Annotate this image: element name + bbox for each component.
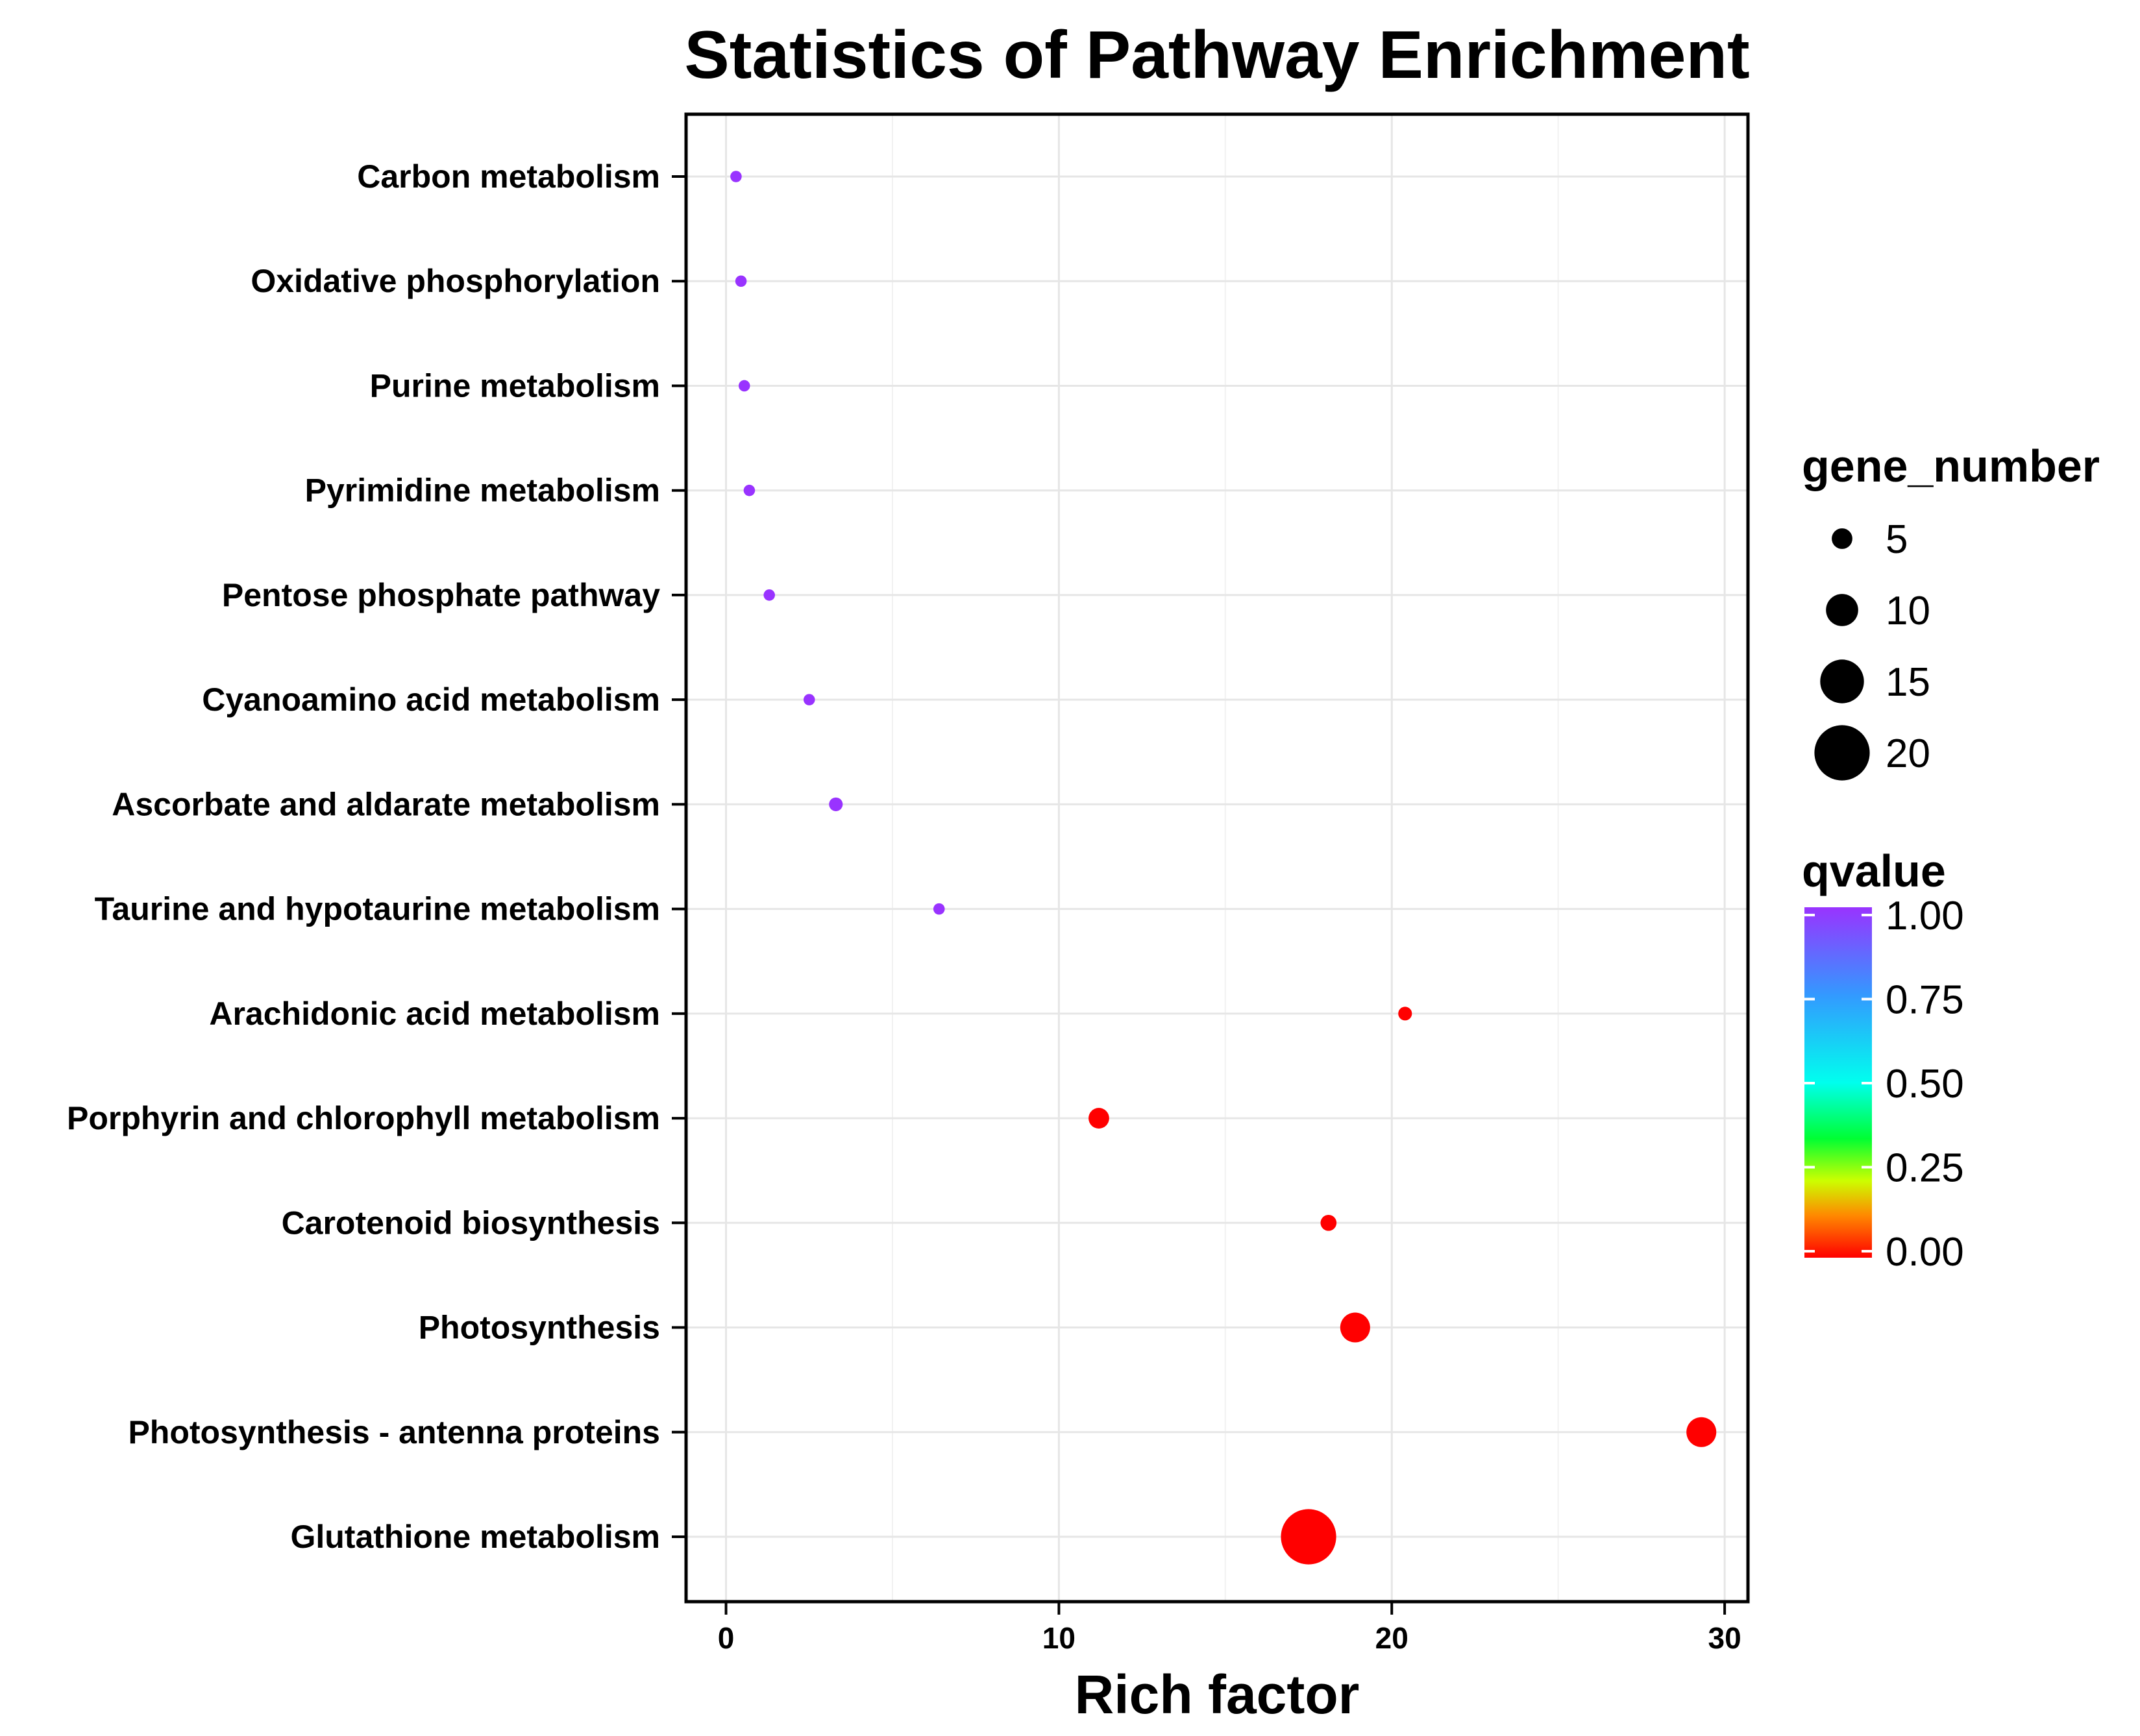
plot-panel (686, 114, 1748, 1602)
data-point (1088, 1108, 1109, 1129)
y-tick-label: Arachidonic acid metabolism (209, 996, 660, 1032)
size-legend-dot (1832, 528, 1852, 549)
data-point (763, 589, 775, 601)
y-tick-label: Purine metabolism (370, 367, 660, 404)
y-tick-label: Oxidative phosphorylation (251, 263, 660, 299)
chart-title: Statistics of Pathway Enrichment (684, 18, 1749, 93)
size-legend-dot (1826, 594, 1858, 626)
data-point (1320, 1214, 1337, 1231)
colorbar-label: 0.25 (1886, 1146, 1964, 1191)
y-tick-label: Photosynthesis - antenna proteins (128, 1414, 660, 1450)
data-point (829, 797, 843, 811)
data-point (735, 275, 747, 287)
data-point (1398, 1007, 1412, 1021)
x-axis: 0 10 20 30 (718, 1602, 1741, 1655)
x-tick-label: 30 (1708, 1621, 1741, 1655)
legend-size-title: gene_number (1802, 441, 2100, 491)
data-point (738, 380, 750, 392)
y-tick-label: Pyrimidine metabolism (305, 472, 660, 509)
size-legend-dot (1820, 659, 1864, 703)
y-tick-label: Taurine and hypotaurine metabolism (95, 891, 660, 927)
y-tick-label: Pentose phosphate pathway (222, 577, 660, 613)
x-tick-label: 0 (718, 1621, 735, 1655)
legend-color-title: qvalue (1802, 846, 1946, 896)
data-point (1686, 1417, 1717, 1447)
size-legend-label: 15 (1886, 660, 1930, 705)
y-tick-label: Carotenoid biosynthesis (282, 1204, 660, 1241)
size-legend-label: 20 (1886, 731, 1930, 776)
data-point (803, 694, 815, 705)
size-legend-label: 5 (1886, 517, 1908, 562)
x-tick-label: 10 (1042, 1621, 1076, 1655)
data-point (730, 171, 742, 182)
y-axis: Carbon metabolism Oxidative phosphorylati… (67, 158, 686, 1555)
legend-qvalue: qvalue 1.00 0.75 0.50 0.25 0.00 (1802, 846, 1964, 1275)
y-tick-label: Cyanoamino acid metabolism (202, 681, 660, 718)
data-point (1281, 1509, 1336, 1565)
size-legend-label: 10 (1886, 589, 1930, 633)
data-point (933, 903, 945, 915)
y-tick-label: Glutathione metabolism (290, 1519, 660, 1555)
data-point (743, 484, 756, 496)
y-tick-label: Photosynthesis (419, 1310, 660, 1346)
colorbar-label: 0.00 (1886, 1230, 1964, 1275)
data-points (730, 171, 1717, 1565)
colorbar-label: 1.00 (1886, 894, 1964, 938)
colorbar-label: 0.50 (1886, 1062, 1964, 1106)
x-axis-title: Rich factor (1075, 1664, 1360, 1725)
y-tick-label: Porphyrin and chlorophyll metabolism (67, 1100, 660, 1136)
grid-lines (686, 114, 1748, 1602)
x-tick-label: 20 (1375, 1621, 1408, 1655)
qvalue-colorbar (1804, 907, 1872, 1258)
y-tick-label: Ascorbate and aldarate metabolism (112, 786, 660, 822)
plot-border (684, 112, 1750, 1604)
legend-gene-number: gene_number 5 10 15 20 (1802, 441, 2100, 781)
data-point (1340, 1312, 1370, 1343)
y-tick-label: Carbon metabolism (357, 158, 660, 195)
colorbar-label: 0.75 (1886, 978, 1964, 1023)
size-legend-dot (1814, 725, 1870, 781)
